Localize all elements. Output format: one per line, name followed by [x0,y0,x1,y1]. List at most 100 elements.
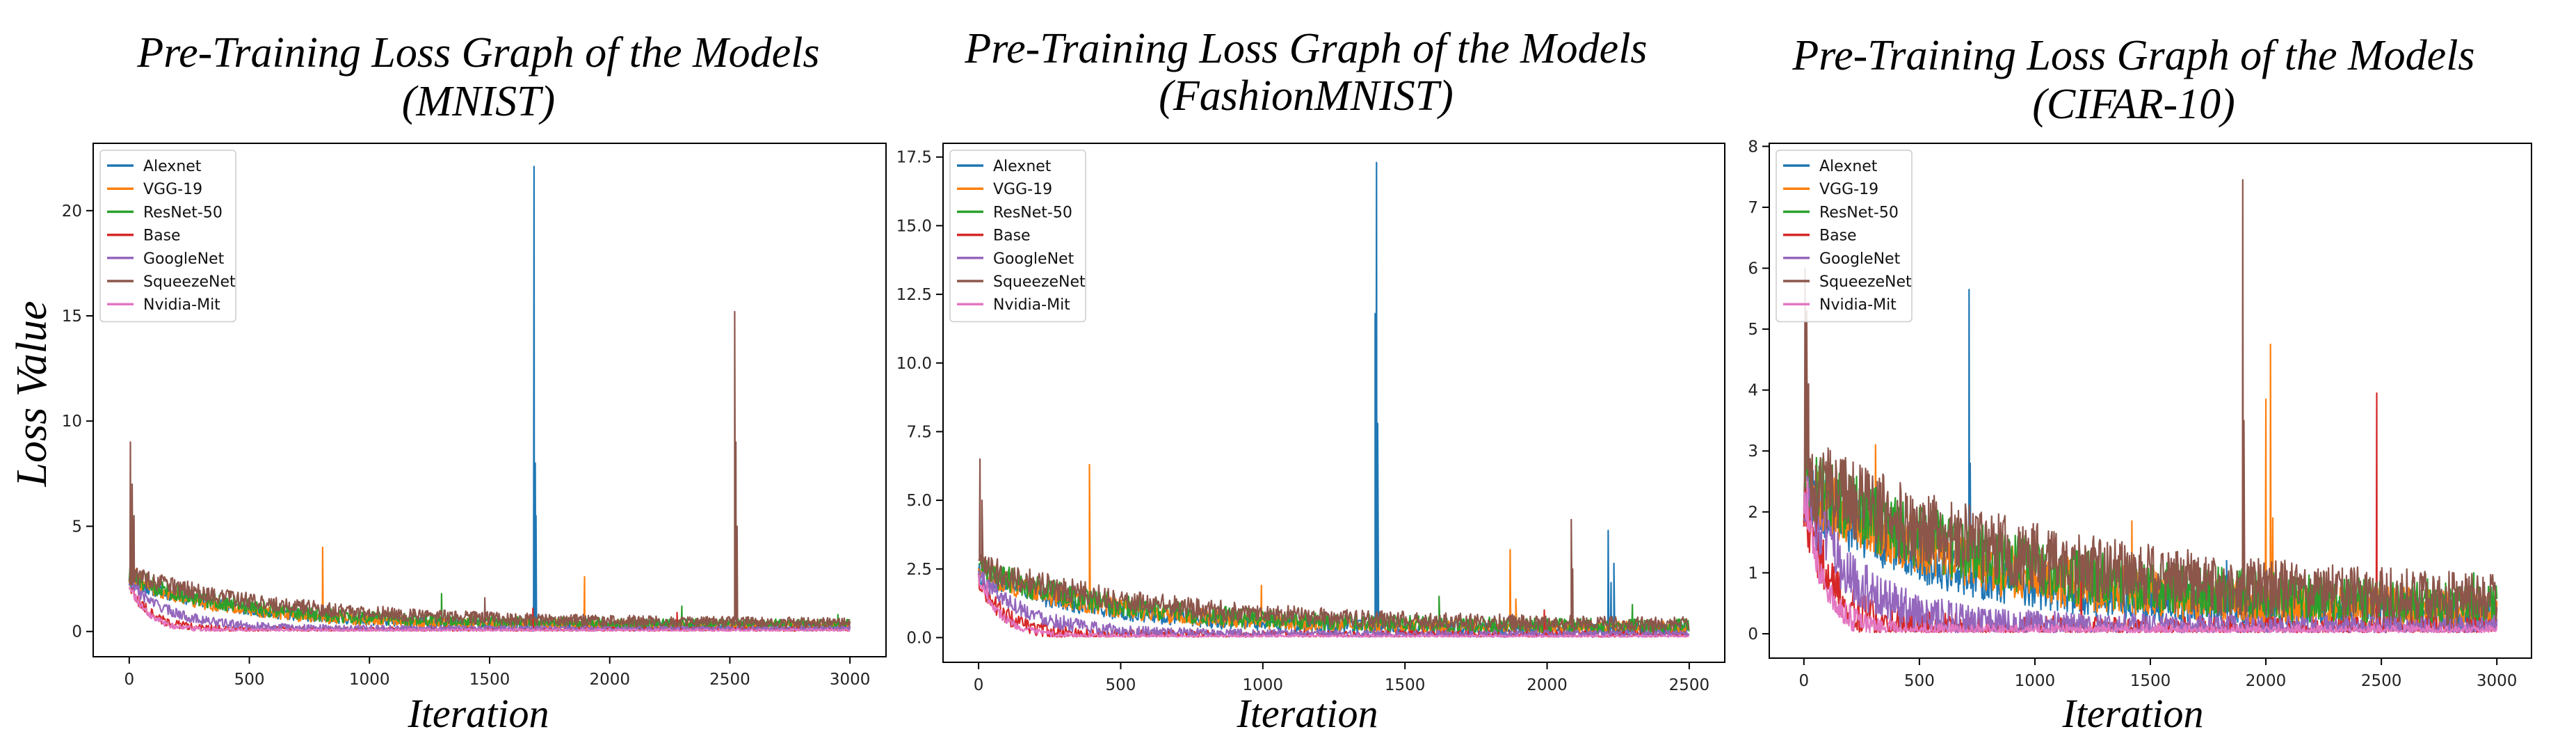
series-line-nvidia-mit [978,575,1689,638]
chart-title-line1: Pre-Training Loss Graph of the Models [964,25,1647,72]
series-line-resnet-50 [978,559,1690,634]
x-tick-label: 2500 [1669,676,1710,694]
y-tick-label: 0 [72,623,82,641]
legend-entry: SqueezeNet [143,273,236,291]
legend-entry: Base [143,227,181,245]
series-line-alexnet [129,166,851,631]
x-tick-label: 3000 [2477,672,2518,690]
legend-entry: SqueezeNet [1819,273,1912,291]
y-tick-label: 6 [1748,260,1758,278]
y-tick-label: 1 [1748,564,1758,582]
legend-entry: Nvidia-Mit [1819,296,1897,314]
chart-panel-cifar10: Pre-Training Loss Graph of the Models (C… [1748,32,2532,736]
series-line-squeezenet [978,458,1690,633]
legend-entry: ResNet-50 [1819,204,1899,221]
legend-entry: Nvidia-Mit [993,296,1070,314]
x-axis-label: Iteration [1237,691,1378,736]
x-tick-label: 1000 [349,671,390,689]
legend-entry: ResNet-50 [993,204,1072,221]
y-tick-label: 10.0 [896,355,932,373]
chart-panel-mnist: Pre-Training Loss Graph of the Models (M… [8,29,887,736]
y-tick-label: 20 [62,202,82,221]
legend-entry: SqueezeNet [993,273,1086,291]
y-tick-label: 5 [72,518,82,536]
y-tick-label: 0.0 [906,629,932,647]
x-tick-label: 0 [974,676,984,694]
legend-box [1776,150,1913,323]
legend-entry: Base [993,227,1031,245]
legend: Alexnet VGG-19 ResNet-50 Base GoogleNet Squee… [99,150,236,323]
legend: Alexnet VGG-19 ResNet-50 Base GoogleNet Squee… [949,150,1086,323]
x-tick-label: 0 [1798,672,1809,690]
x-tick-label: 1500 [2130,672,2171,690]
series-line-nvidia-mit [1803,480,2498,634]
series-line-squeezenet [1803,179,2498,626]
y-tick-label: 17.5 [896,149,932,167]
series-lines [978,161,1690,638]
x-tick-label: 2000 [1527,676,1568,694]
chart-title-line2: (MNIST) [402,78,555,125]
legend-entry: GoogleNet [993,250,1074,268]
legend-box [99,150,236,323]
legend-entry: Base [1819,227,1857,245]
legend-entry: VGG-19 [143,181,202,198]
legend-entry: GoogleNet [1819,250,1901,268]
x-tick-label: 2500 [709,671,750,689]
chart-title-line2: (FashionMNIST) [1159,72,1454,120]
y-tick-label: 7 [1748,199,1758,217]
x-tick-label: 2500 [2361,672,2402,690]
y-tick-label: 15 [62,307,82,326]
legend: Alexnet VGG-19 ResNet-50 Base GoogleNet Squee… [1776,150,1913,323]
series-line-squeezenet [128,310,851,629]
plot-area: 0 500 1000 1500 2000 2500 3000 0 5 10 15 20 Alexnet V… [62,143,887,689]
x-tick-label: 1000 [2015,672,2056,690]
series-line-googlenet [128,580,851,632]
chart-panel-fashionmnist: Pre-Training Loss Graph of the Models (F… [896,25,1725,736]
x-tick-label: 3000 [830,671,871,689]
y-tick-label: 3 [1748,442,1758,461]
legend-entry: VGG-19 [993,181,1052,198]
x-tick-label: 2000 [589,671,630,689]
plot-area: 0 500 1000 1500 2000 2500 0.0 2.5 5.0 7.5 10.0 12.5… [896,143,1725,694]
x-tick-label: 500 [1904,672,1935,690]
plot-area: 0 500 1000 1500 2000 2500 3000 0 1 2 3 4 5 6 7 8 Alexnet… [1748,138,2532,690]
legend-entry: Alexnet [993,158,1052,175]
y-tick-label: 4 [1748,382,1758,400]
x-axis-label: Iteration [408,691,549,736]
y-tick-label: 0 [1748,625,1758,644]
y-tick-label: 2.5 [906,561,932,579]
y-tick-label: 15.0 [896,217,932,235]
series-lines [1803,179,2498,634]
x-tick-label: 1500 [469,671,510,689]
y-tick-label: 12.5 [896,286,932,304]
chart-title-line2: (CIFAR-10) [2032,81,2235,128]
x-tick-label: 500 [1106,676,1136,694]
axes-frame [942,143,1725,663]
x-tick-label: 0 [124,671,134,689]
chart-title-line1: Pre-Training Loss Graph of the Models [136,29,819,77]
y-tick-label: 10 [62,413,82,431]
y-tick-label: 5.0 [906,492,932,510]
x-tick-label: 500 [234,671,265,689]
chart-title-line1: Pre-Training Loss Graph of the Models [1792,32,2474,79]
series-lines [128,166,851,632]
legend-entry: Alexnet [143,158,202,175]
legend-entry: Nvidia-Mit [143,296,220,314]
x-tick-label: 1500 [1385,676,1426,694]
legend-entry: Alexnet [1819,158,1878,175]
legend-entry: ResNet-50 [143,204,223,221]
legend-entry: GoogleNet [143,250,225,268]
y-tick-label: 5 [1748,321,1758,339]
legend-box [949,150,1086,323]
y-axis-label: Loss Value [8,301,56,488]
legend-entry: VGG-19 [1819,181,1878,198]
series-line-nvidia-mit [128,586,851,632]
y-tick-label: 7.5 [906,423,932,441]
x-tick-label: 1000 [1243,676,1284,694]
series-line-vgg-19 [978,463,1690,635]
y-tick-label: 8 [1748,138,1758,156]
x-axis-label: Iteration [2062,691,2204,736]
x-tick-label: 2000 [2246,672,2287,690]
y-tick-label: 2 [1748,504,1758,522]
